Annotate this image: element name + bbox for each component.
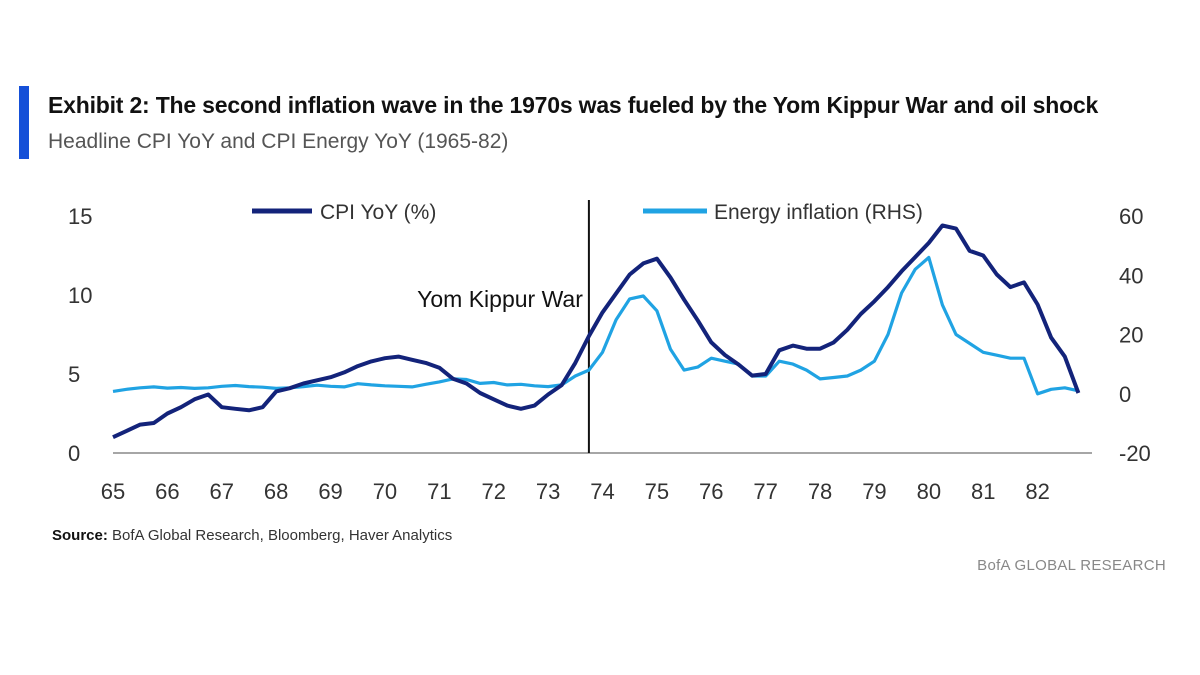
right-tick-label-0: 0 — [1119, 382, 1131, 407]
chart-title: Exhibit 2: The second inflation wave in … — [48, 92, 1099, 118]
x-tick-label-69: 69 — [318, 479, 342, 504]
legend: CPI YoY (%) Energy inflation (RHS) — [252, 201, 923, 224]
source-label: Source: — [52, 527, 108, 544]
x-tick-label-74: 74 — [590, 479, 614, 504]
source-note: Source: BofA Global Research, Bloomberg,… — [52, 527, 452, 544]
x-tick-label-81: 81 — [971, 479, 995, 504]
series-line-energy-inflation — [112, 255, 1079, 396]
x-tick-label-68: 68 — [264, 479, 288, 504]
accent-bar — [19, 86, 29, 159]
x-tick-label-72: 72 — [481, 479, 505, 504]
yom-kippur-war-label: Yom Kippur War — [417, 286, 583, 312]
x-tick-label-80: 80 — [917, 479, 941, 504]
x-tick-label-82: 82 — [1025, 479, 1049, 504]
series-line-cpi-yoy — [112, 223, 1081, 440]
x-tick-label-65: 65 — [101, 479, 125, 504]
left-tick-label-15: 15 — [68, 204, 92, 229]
left-tick-label-0: 0 — [68, 441, 80, 466]
x-tick-label-67: 67 — [210, 479, 234, 504]
left-axis: 0 5 10 15 — [68, 204, 92, 466]
x-tick-label-77: 77 — [753, 479, 777, 504]
right-tick-label-20: 20 — [1119, 323, 1143, 348]
left-tick-label-10: 10 — [68, 283, 92, 308]
x-tick-label-76: 76 — [699, 479, 723, 504]
x-tick-label-70: 70 — [373, 479, 397, 504]
legend-label-energy: Energy inflation (RHS) — [714, 201, 923, 224]
right-axis: -20 0 20 40 60 — [1119, 204, 1151, 466]
chart-subtitle: Headline CPI YoY and CPI Energy YoY (196… — [48, 130, 509, 153]
line-chart: CPI YoY (%) Energy inflation (RHS) 0 5 10 1… — [68, 200, 1151, 504]
x-tick-label-71: 71 — [427, 479, 451, 504]
right-tick-label-40: 40 — [1119, 263, 1143, 288]
legend-label-cpi: CPI YoY (%) — [320, 201, 436, 224]
x-tick-label-78: 78 — [808, 479, 832, 504]
x-tick-label-79: 79 — [862, 479, 886, 504]
right-tick-label-60: 60 — [1119, 204, 1143, 229]
x-tick-label-75: 75 — [645, 479, 669, 504]
x-axis: 65 66 67 68 69 70 71 72 73 74 75 76 77 78 79 80 81 82 — [101, 479, 1050, 504]
source-text: BofA Global Research, Bloomberg, Haver A… — [107, 527, 453, 544]
left-tick-label-5: 5 — [68, 362, 80, 387]
x-tick-label-66: 66 — [155, 479, 179, 504]
x-tick-label-73: 73 — [536, 479, 560, 504]
brand-label: BofA GLOBAL RESEARCH — [977, 557, 1166, 574]
right-tick-label--20: -20 — [1119, 441, 1151, 466]
